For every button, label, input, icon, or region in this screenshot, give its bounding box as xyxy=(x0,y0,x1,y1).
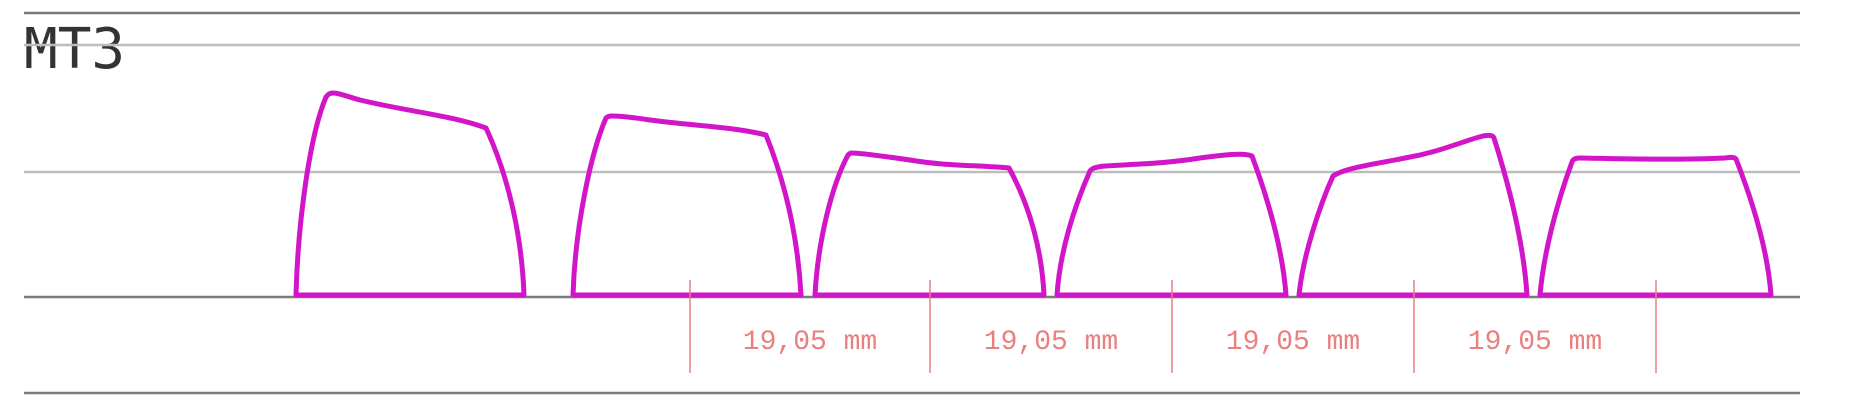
spacing-label-3: 19,05 mm xyxy=(1226,327,1360,358)
spacing-label-2: 19,05 mm xyxy=(984,327,1118,358)
keycap-profile-3 xyxy=(812,150,1047,298)
keycap-profile-6 xyxy=(1537,154,1774,298)
keycap-profile-4 xyxy=(1054,151,1289,298)
profile-title: MT3 xyxy=(24,17,126,82)
keycap-profile-2 xyxy=(570,113,804,298)
keycap-profile-5 xyxy=(1296,132,1530,298)
spacing-label-1: 19,05 mm xyxy=(743,327,877,358)
spacing-label-4: 19,05 mm xyxy=(1468,327,1602,358)
keycap-profile-1 xyxy=(293,90,527,298)
